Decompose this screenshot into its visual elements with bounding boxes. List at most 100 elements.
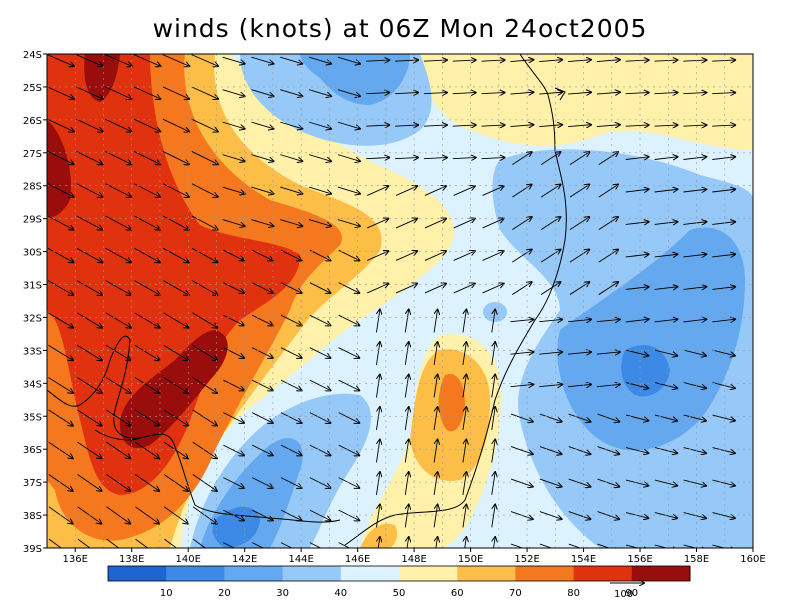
wind-arrow [367,283,389,294]
wind-arrow [462,341,467,365]
wind-arrow [404,504,409,528]
wind-arrow [367,218,389,229]
wind-arrow [510,352,534,354]
wind-arrow [251,219,274,227]
lon-tick-label: 150E [458,554,483,565]
wind-arrow [309,477,331,489]
wind-arrow [424,186,447,196]
wind-arrow [452,60,477,61]
wind-arrow [424,218,447,229]
wind-arrow [134,280,161,296]
wind-arrow [568,319,592,321]
wind-arrow [712,189,736,192]
wind-arrow [491,406,496,430]
wind-arrow [654,189,679,192]
wind-arrow [134,409,160,426]
wind-arrow [223,314,244,326]
wind-arrow [433,374,438,398]
wind-arrow [163,441,189,459]
wind-arrow [568,511,592,520]
wind-arrow [452,157,477,158]
colorbar-label: 80 [567,588,580,599]
wind-arrow [309,347,331,359]
wind-arrow [338,379,360,391]
wind-arrow [654,382,678,389]
wind-arrow [251,89,274,97]
wind-arrow [491,504,496,528]
wind-arrow [222,121,246,129]
wind-arrow [376,309,380,333]
wind-arrow [712,447,736,454]
wind-arrow [512,152,532,165]
wind-arrow [135,538,149,548]
colorbar-label: 40 [334,588,347,599]
wind-arrow [569,184,590,198]
wind-arrow [134,312,161,328]
wind-arrow [223,347,244,359]
wind-arrow [48,409,74,426]
wind-arrow [510,413,534,422]
wind-arrow [367,186,389,196]
wind-arrow [163,280,189,296]
wind-arrow [654,447,678,454]
wind-arrow [452,125,477,126]
wind-arrow [598,282,619,295]
wind-arrow [491,309,496,333]
wind-arrow [338,412,360,424]
wind-arrow [309,412,331,424]
lon-tick-label: 138E [119,554,144,565]
plot-frame [46,53,754,549]
gridlines [47,54,753,548]
wind-arrow [76,54,104,67]
wind-arrow [251,314,273,326]
wind-arrow [337,219,361,227]
wind-arrow [433,406,438,430]
wind-arrow [134,344,161,361]
lon-tick-label: 140E [175,554,200,565]
colorbar-swatch [340,566,400,581]
wind-arrow [625,319,650,322]
wind-arrow [309,314,331,326]
wind-arrow [308,56,332,64]
wind-arrow [280,347,302,359]
wind-arrow [308,186,332,194]
wind-arrow [47,86,74,99]
wind-arrow [510,384,534,386]
wind-arrow [598,152,619,165]
wind-arrow [251,154,274,162]
wind-arrow [481,157,506,158]
wind-arrow [654,60,679,61]
wind-arrow [106,441,131,459]
wind-arrow [280,444,302,456]
wind-arrow [105,247,132,263]
wind-arrow [134,215,160,230]
wind-arrow [47,247,74,263]
wind-arrow [654,349,678,356]
wind-arrow [654,157,679,160]
wind-arrow [366,92,390,93]
wind-arrow [163,474,189,491]
wind-arrow [251,249,273,261]
wind-arrow [76,86,103,99]
wind-arrow [191,86,219,99]
wind-arrow [251,56,274,64]
wind-arrow [491,471,496,495]
wind-arrow [568,384,592,386]
wind-arrow [106,506,131,524]
wind-arrow [482,218,505,229]
wind-arrow [654,414,678,421]
wind-arrow [222,56,246,64]
wind-arrow [492,536,496,548]
wind-arrow [539,413,563,422]
wind-arrow [568,352,592,354]
wind-arrow [568,92,592,94]
wind-arrow [76,118,103,132]
wind-arrow [539,319,563,321]
wind-arrow [104,86,132,99]
wind-arrow [491,439,496,463]
wind-arrow [625,447,649,454]
lon-tick-label: 160E [740,554,765,565]
wind-arrow [625,92,650,93]
wind-arrow [395,125,419,126]
wind-arrow [366,157,390,158]
